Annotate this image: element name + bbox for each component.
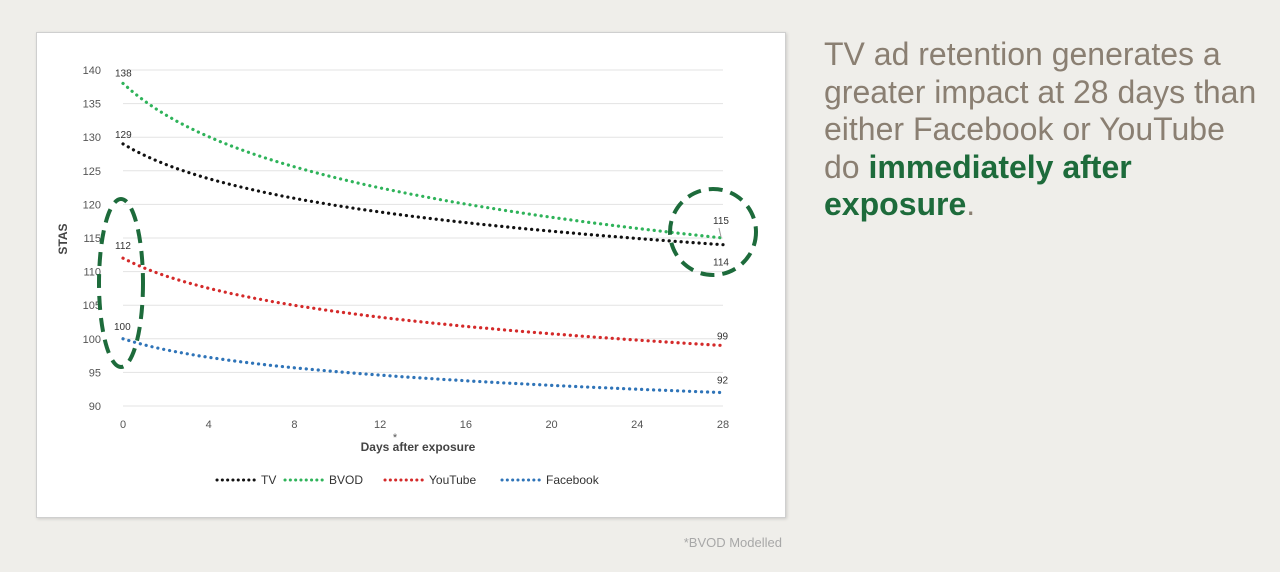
data-label-start-facebook: 100	[114, 322, 131, 333]
headline-emphasis: immediately after exposure	[824, 148, 1132, 223]
x-tick-label: 20	[545, 419, 557, 431]
y-tick-label: 90	[89, 401, 101, 413]
legend-label-youtube: YouTube	[429, 473, 476, 487]
y-tick-label: 95	[89, 367, 101, 379]
y-tick-label: 105	[83, 300, 101, 312]
footnote: *BVOD Modelled	[683, 535, 782, 550]
data-label-start-youtube: 112	[115, 241, 131, 252]
headline-text: TV ad retention generates a greater impa…	[824, 36, 1257, 185]
x-axis-label-marker: *	[393, 432, 398, 444]
series-line-facebook	[121, 337, 725, 395]
legend-label-bvod: BVOD	[329, 473, 363, 487]
y-tick-label: 110	[83, 267, 101, 279]
x-tick-label: 8	[291, 419, 297, 431]
data-label-start-bvod: 138	[115, 68, 132, 79]
y-tick-label: 130	[83, 132, 101, 144]
legend-label-tv: TV	[261, 473, 276, 487]
y-tick-label: 125	[83, 166, 101, 178]
data-label-end-youtube: 99	[717, 332, 729, 343]
series-line-tv	[121, 142, 725, 247]
x-tick-label: 4	[206, 419, 212, 431]
series-line-youtube	[121, 256, 725, 348]
headline-end: .	[966, 186, 976, 222]
y-tick-label: 100	[83, 334, 101, 346]
legend: TV BVOD YouTube Facebook	[215, 473, 600, 487]
x-tick-label: 12	[374, 419, 386, 431]
y-tick-label: 120	[83, 199, 101, 211]
data-label-start-tv: 129	[115, 130, 132, 141]
highlight-circle-day28	[668, 187, 758, 277]
y-tick-label: 140	[83, 65, 101, 77]
stas-line-chart: 90 95 100 105 110 115 120 125 130 135 140 0 4 8 12 16 2…	[56, 65, 758, 487]
chart-panel: 90 95 100 105 110 115 120 125 130 135 140 0 4 8 12 16 2…	[36, 32, 786, 518]
series-line-bvod	[121, 81, 725, 240]
x-tick-label: 0	[120, 419, 126, 431]
highlight-ellipse-day0	[97, 197, 145, 369]
y-tick-label: 135	[83, 99, 101, 111]
x-tick-label: 24	[631, 419, 643, 431]
data-label-end-bvod: 115	[713, 216, 729, 227]
data-label-end-facebook: 92	[717, 376, 729, 387]
y-axis-label: STAS	[56, 223, 70, 254]
x-tick-label: 28	[717, 419, 729, 431]
y-tick-label: 115	[83, 233, 101, 245]
headline: TV ad retention generates a greater impa…	[824, 36, 1264, 224]
x-axis-label-text: Days after exposure	[361, 440, 476, 454]
legend-label-facebook: Facebook	[546, 473, 600, 487]
bvod-label-leader	[718, 227, 722, 238]
data-label-end-tv: 114	[713, 258, 729, 269]
x-tick-label: 16	[460, 419, 472, 431]
x-axis-label: Days after exposure	[361, 440, 476, 454]
